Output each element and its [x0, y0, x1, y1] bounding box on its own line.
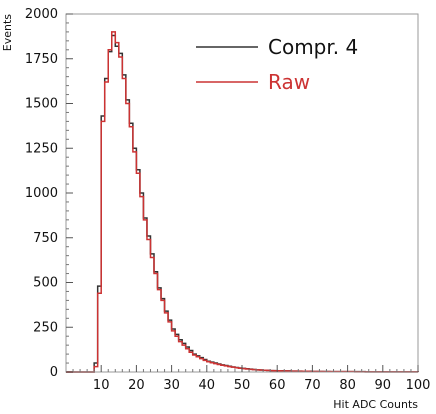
series-group [66, 31, 419, 373]
x-tick-label: 100 [406, 378, 431, 393]
x-tick-label: 80 [339, 378, 356, 393]
x-tick-label: 10 [93, 378, 110, 393]
y-tick-label: 2000 [25, 7, 58, 22]
legend-label: Compr. 4 [268, 35, 358, 59]
y-tick-label: 0 [50, 365, 58, 380]
y-tick-label: 1000 [25, 186, 58, 201]
x-tick-label: 90 [375, 378, 392, 393]
y-tick-label: 500 [33, 276, 58, 291]
x-axis: 10 20 30 40 50 60 70 80 90 100 [72, 365, 431, 393]
x-axis-label: Hit ADC Counts [333, 398, 418, 411]
y-tick-label: 1750 [25, 52, 58, 67]
x-tick-label: 20 [128, 378, 145, 393]
y-tick-label: 250 [33, 320, 58, 335]
series-line-compr4 [66, 34, 419, 373]
y-axis-label: Events [1, 14, 14, 52]
y-tick-label: 1500 [25, 97, 58, 112]
y-tick-label: 750 [33, 231, 58, 246]
series-line-raw [66, 31, 419, 373]
x-tick-label: 70 [304, 378, 321, 393]
x-tick-label: 50 [234, 378, 251, 393]
x-tick-label: 30 [163, 378, 180, 393]
y-axis: 0 250 500 750 1000 1250 1500 1750 2000 [25, 7, 73, 380]
legend-label: Raw [268, 70, 310, 94]
legend: Compr. 4 Raw [196, 35, 358, 94]
plot-frame [65, 13, 419, 373]
x-tick-label: 60 [269, 378, 286, 393]
x-tick-label: 40 [199, 378, 216, 393]
y-tick-label: 1250 [25, 141, 58, 156]
